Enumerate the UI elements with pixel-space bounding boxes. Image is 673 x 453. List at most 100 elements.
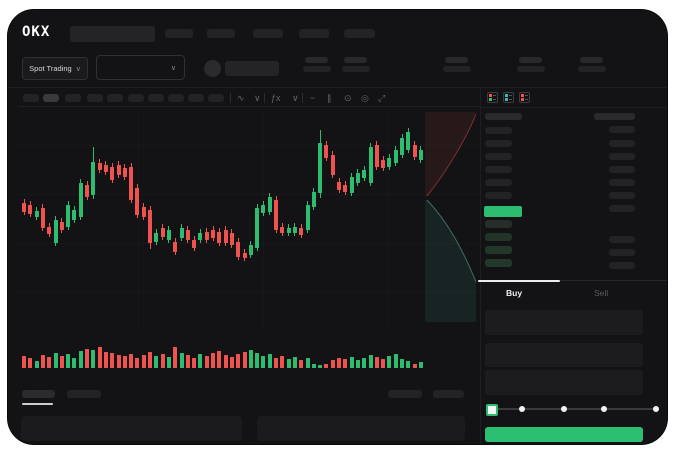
volume-bar [179, 353, 184, 368]
timeframe-button-0[interactable] [23, 94, 39, 102]
ask-size-1[interactable] [609, 140, 635, 147]
bottom-tab-0[interactable] [22, 390, 55, 398]
candle [337, 182, 341, 190]
candle [135, 188, 140, 215]
pair-name-skeleton [225, 61, 279, 76]
line-tool-icon[interactable]: ~ [310, 93, 316, 103]
gridline [388, 110, 389, 330]
order-input-2[interactable] [485, 370, 643, 395]
tab-buy[interactable]: Buy [506, 288, 523, 298]
order-input-1[interactable] [485, 343, 643, 367]
slider-step-dot[interactable] [601, 406, 607, 412]
ask-size-6[interactable] [609, 205, 635, 212]
nav-item-0[interactable] [165, 29, 193, 38]
search-input[interactable] [70, 26, 155, 42]
slider-step-dot[interactable] [519, 406, 525, 412]
nav-item-4[interactable] [344, 29, 375, 38]
timeframe-button-6[interactable] [148, 94, 164, 102]
candle [72, 210, 77, 220]
slider-track[interactable] [490, 408, 656, 410]
settings-icon[interactable]: ◎ [361, 93, 369, 103]
bid-row-1[interactable] [485, 233, 512, 241]
bid-row-0[interactable] [485, 220, 512, 228]
candle [286, 228, 291, 233]
ask-size-5[interactable] [609, 192, 635, 199]
stat-value-skeleton-2 [443, 66, 471, 72]
ask-row-0[interactable] [485, 127, 512, 134]
candle [91, 162, 96, 195]
bottom-tab-1[interactable] [67, 390, 101, 398]
timeframe-button-8[interactable] [188, 94, 204, 102]
volume-bar [40, 355, 45, 368]
buy-submit-button[interactable] [485, 427, 643, 442]
volume-bar [330, 360, 335, 368]
ask-row-2[interactable] [485, 153, 512, 160]
ask-size-4[interactable] [609, 179, 635, 186]
volume-bar [261, 356, 266, 368]
volume-bar [85, 349, 89, 368]
tab-sell[interactable]: Sell [594, 288, 609, 298]
slider-handle[interactable] [486, 404, 498, 416]
stat-label-skeleton-3 [519, 57, 542, 63]
volume-bar [229, 357, 234, 368]
volume-bar [343, 359, 348, 368]
candlestick-chart[interactable] [18, 110, 480, 330]
camera-icon[interactable]: ⊙ [344, 93, 352, 103]
order-input-0[interactable] [485, 310, 643, 335]
ask-size-2[interactable] [609, 153, 635, 160]
timeframe-button-7[interactable] [168, 94, 184, 102]
compare-icon[interactable]: ∥ [327, 93, 332, 103]
bid-size-2[interactable] [609, 262, 635, 269]
nav-item-3[interactable] [299, 29, 329, 38]
candle [305, 205, 310, 230]
ask-row-1[interactable] [485, 140, 512, 147]
last-price-bar[interactable] [484, 206, 522, 217]
bid-size-0[interactable] [609, 236, 635, 243]
market-type-dropdown[interactable]: Spot Trading ∨ [22, 57, 88, 80]
chart-type-icon[interactable]: ∿ [237, 93, 245, 103]
candle [53, 220, 58, 243]
slider-step-dot[interactable] [561, 406, 567, 412]
ask-row-5[interactable] [485, 192, 512, 199]
chevron-down-icon[interactable]: ∨ [292, 93, 299, 103]
volume-bar [255, 353, 260, 368]
chevron-down-icon[interactable]: ∨ [254, 93, 261, 103]
candle [299, 228, 304, 235]
slider-step-dot[interactable] [653, 406, 659, 412]
timeframe-button-4[interactable] [107, 94, 123, 102]
volume-bar [267, 354, 272, 368]
candle [204, 232, 209, 240]
indicators-icon[interactable]: ƒx [271, 93, 281, 103]
orderbook-view-both-icon[interactable] [487, 92, 498, 103]
ask-size-0[interactable] [609, 126, 635, 133]
bid-size-1[interactable] [609, 249, 635, 256]
timeframe-button-3[interactable] [87, 94, 103, 102]
timeframe-button-5[interactable] [128, 94, 144, 102]
timeframe-button-1[interactable] [43, 94, 59, 102]
bottom-tab-underline [22, 403, 53, 405]
bid-row-3[interactable] [485, 259, 512, 267]
volume-bar [406, 361, 411, 368]
stat-value-skeleton-1 [342, 66, 370, 72]
nav-item-2[interactable] [253, 29, 283, 38]
timeframe-button-9[interactable] [208, 94, 224, 102]
bid-row-2[interactable] [485, 246, 512, 254]
volume-bar [286, 359, 291, 368]
volume-bar [103, 352, 108, 368]
depth-overlay [425, 112, 477, 322]
nav-item-1[interactable] [207, 29, 235, 38]
ask-row-3[interactable] [485, 166, 512, 173]
bottom-action-1[interactable] [433, 390, 464, 398]
ask-size-3[interactable] [609, 166, 635, 173]
fullscreen-icon[interactable]: ⤢ [378, 93, 386, 103]
ask-row-4[interactable] [485, 179, 512, 186]
pair-dropdown[interactable]: ∨ [96, 55, 185, 80]
bottom-action-0[interactable] [388, 390, 422, 398]
orderbook-view-asks-icon[interactable] [519, 92, 530, 103]
orderbook-header-right [594, 113, 635, 120]
orderbook-view-bids-icon[interactable] [503, 92, 514, 103]
timeframe-button-2[interactable] [65, 94, 81, 102]
gridline [18, 243, 480, 244]
pair-avatar [204, 60, 221, 77]
candle [97, 163, 102, 170]
